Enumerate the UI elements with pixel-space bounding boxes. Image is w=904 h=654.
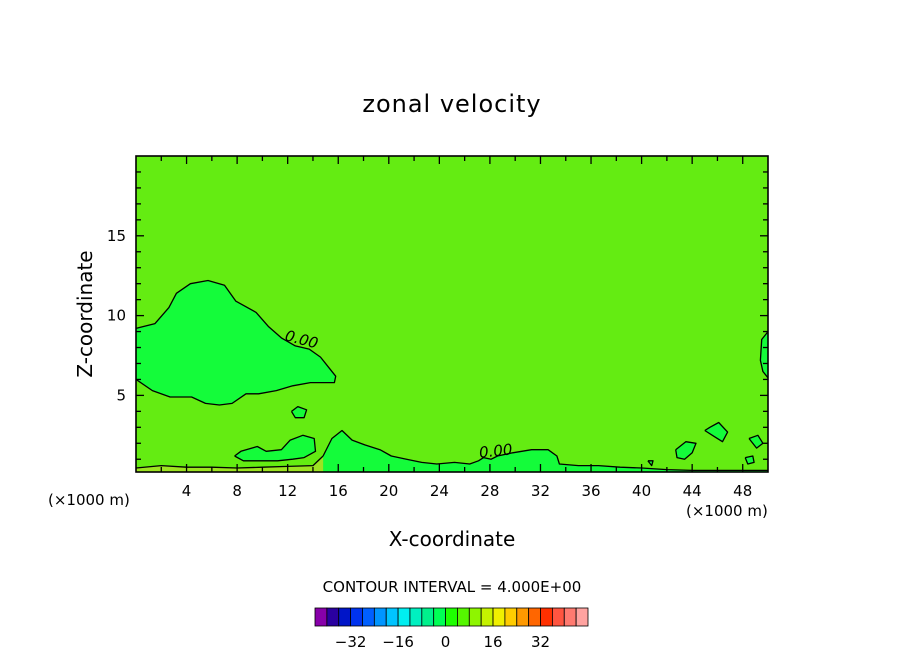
contour-line bbox=[290, 405, 308, 419]
contour-line bbox=[748, 434, 764, 449]
colorbar-swatch bbox=[516, 607, 530, 627]
x-units-label-left: (×1000 m) bbox=[48, 491, 130, 509]
colorbar-swatch bbox=[350, 607, 363, 627]
colorbar-swatch bbox=[373, 607, 387, 627]
colorbar-swatch bbox=[575, 607, 589, 627]
contour-line bbox=[322, 429, 768, 472]
x-tick-label: 24 bbox=[430, 482, 449, 500]
contour-region bbox=[234, 435, 316, 461]
colorbar-swatch bbox=[338, 607, 352, 627]
colorbar-swatch bbox=[492, 607, 506, 627]
contour-line bbox=[135, 279, 337, 406]
contour-line bbox=[704, 421, 729, 443]
colorbar-tick-label: −16 bbox=[382, 633, 414, 651]
y-axis-title: Z-coordinate bbox=[73, 250, 97, 377]
colorbar-tick-label: 32 bbox=[531, 633, 550, 651]
contour-line bbox=[675, 441, 697, 460]
contour-region bbox=[291, 406, 307, 418]
y-tick-label: 15 bbox=[107, 227, 126, 245]
colorbar bbox=[314, 607, 589, 627]
colorbar-swatch bbox=[445, 607, 458, 627]
colorbar-swatch bbox=[397, 607, 411, 627]
contour-line bbox=[234, 434, 317, 462]
colorbar-tick-label: 0 bbox=[441, 633, 451, 651]
plot-frame bbox=[135, 155, 769, 473]
colorbar-swatch bbox=[504, 607, 518, 627]
colorbar-swatch bbox=[362, 607, 375, 627]
x-tick-label: 36 bbox=[581, 482, 600, 500]
contour-region bbox=[136, 456, 324, 472]
colorbar-swatch bbox=[551, 607, 565, 627]
colorbar-tick-label: 16 bbox=[483, 633, 502, 651]
x-tick-label: 28 bbox=[480, 482, 499, 500]
contour-line bbox=[759, 331, 769, 379]
chart-title: zonal velocity bbox=[362, 90, 541, 118]
contour-line bbox=[647, 460, 654, 467]
y-tick-label: 5 bbox=[116, 386, 126, 404]
colorbar-swatch bbox=[457, 607, 470, 627]
colorbar-swatch bbox=[326, 607, 340, 627]
colorbar-swatch bbox=[528, 607, 541, 627]
y-tick-label: 10 bbox=[107, 307, 126, 325]
x-tick-label: 12 bbox=[278, 482, 297, 500]
colorbar-swatch bbox=[433, 607, 446, 627]
colorbar-swatch bbox=[540, 607, 553, 627]
colorbar-swatch bbox=[421, 607, 435, 627]
colorbar-tick-label: −32 bbox=[335, 633, 367, 651]
colorbar-swatch bbox=[385, 607, 399, 627]
colorbar-swatch bbox=[480, 607, 494, 627]
x-tick-label: 8 bbox=[232, 482, 242, 500]
contour-region bbox=[136, 280, 336, 405]
contour-region bbox=[323, 430, 768, 472]
x-tick-label: 20 bbox=[379, 482, 398, 500]
contour-line bbox=[744, 455, 755, 465]
x-units-label-right: (×1000 m) bbox=[686, 502, 768, 520]
colorbar-swatch bbox=[409, 607, 423, 627]
colorbar-swatch bbox=[314, 607, 328, 627]
x-axis-title: X-coordinate bbox=[389, 527, 516, 551]
colorbar-swatch bbox=[468, 607, 482, 627]
x-tick-label: 44 bbox=[683, 482, 702, 500]
contour-interval-label: CONTOUR INTERVAL = 4.000E+00 bbox=[323, 578, 582, 596]
colorbar-swatch bbox=[563, 607, 577, 627]
x-tick-label: 48 bbox=[733, 482, 752, 500]
contour-value-label: 0.00 bbox=[478, 440, 513, 461]
x-tick-label: 16 bbox=[329, 482, 348, 500]
x-tick-label: 4 bbox=[182, 482, 192, 500]
x-tick-label: 40 bbox=[632, 482, 651, 500]
x-tick-label: 32 bbox=[531, 482, 550, 500]
